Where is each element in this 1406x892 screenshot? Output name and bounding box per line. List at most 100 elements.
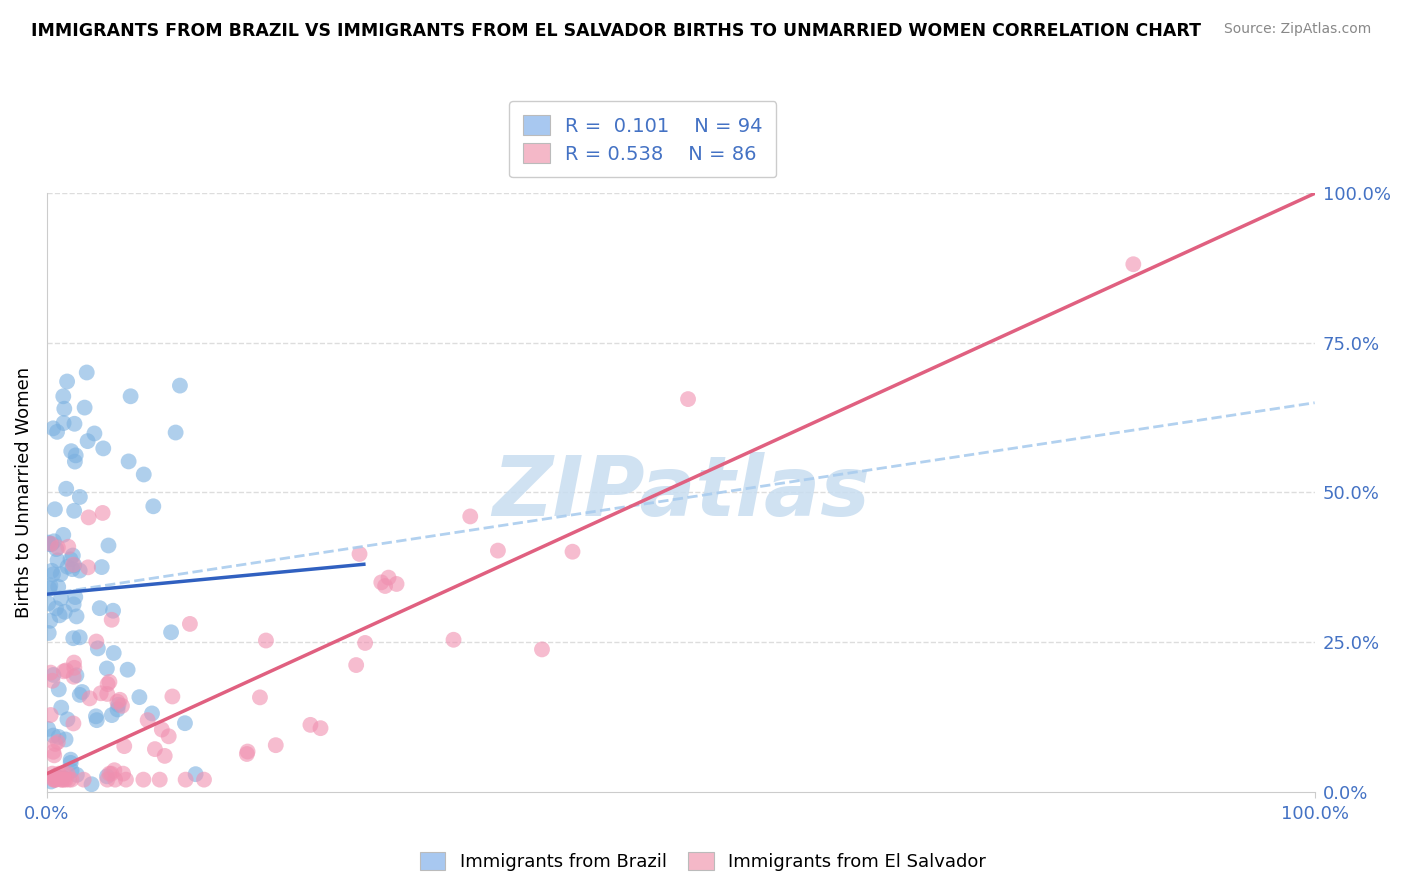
Point — [157, 729, 180, 743]
Point — [63, 558, 86, 573]
Point — [48, 608, 70, 623]
Point — [49, 591, 72, 606]
Point — [37, 722, 59, 736]
Point — [53, 605, 76, 619]
Point — [254, 633, 277, 648]
Point — [676, 392, 699, 406]
Point — [143, 742, 166, 756]
Point — [101, 604, 124, 618]
Point — [117, 663, 139, 677]
Point — [45, 601, 67, 615]
Point — [86, 634, 108, 648]
Point — [103, 646, 125, 660]
Point — [52, 771, 75, 785]
Point — [385, 577, 408, 591]
Point — [38, 626, 60, 640]
Point — [120, 389, 142, 403]
Point — [41, 673, 63, 688]
Point — [55, 732, 77, 747]
Point — [76, 434, 98, 449]
Point — [96, 687, 118, 701]
Point — [90, 686, 112, 700]
Point — [530, 642, 553, 657]
Point — [56, 712, 79, 726]
Point — [60, 772, 83, 787]
Point — [52, 665, 75, 679]
Point — [142, 500, 165, 514]
Point — [98, 766, 121, 780]
Point — [136, 713, 159, 727]
Point — [69, 630, 91, 644]
Point — [65, 590, 87, 604]
Point — [83, 426, 105, 441]
Point — [42, 567, 65, 582]
Point — [39, 536, 62, 550]
Point — [39, 708, 62, 723]
Point — [44, 748, 66, 763]
Point — [76, 366, 98, 380]
Point — [443, 632, 465, 647]
Point — [96, 769, 118, 783]
Point — [162, 690, 184, 704]
Y-axis label: Births to Unmarried Women: Births to Unmarried Women — [15, 367, 32, 618]
Point — [56, 766, 79, 780]
Point — [42, 729, 65, 743]
Point — [73, 772, 96, 787]
Point — [44, 772, 66, 787]
Point — [112, 739, 135, 753]
Point — [128, 690, 150, 705]
Point — [79, 691, 101, 706]
Point — [55, 772, 77, 787]
Point — [62, 549, 84, 563]
Point — [96, 661, 118, 675]
Point — [299, 718, 322, 732]
Point — [90, 560, 112, 574]
Point — [169, 378, 191, 392]
Point — [70, 685, 93, 699]
Point — [58, 540, 80, 554]
Point — [62, 558, 84, 572]
Point — [486, 543, 509, 558]
Point — [73, 401, 96, 415]
Point — [62, 598, 84, 612]
Point — [44, 737, 66, 751]
Point — [108, 693, 131, 707]
Point — [91, 442, 114, 456]
Point — [49, 567, 72, 582]
Point — [377, 571, 399, 585]
Point — [153, 748, 176, 763]
Point — [249, 690, 271, 705]
Point — [52, 528, 75, 542]
Point — [55, 664, 77, 678]
Point — [179, 616, 201, 631]
Point — [89, 601, 111, 615]
Point — [80, 777, 103, 791]
Point — [58, 772, 80, 787]
Point — [51, 700, 73, 714]
Point — [44, 772, 66, 787]
Point — [349, 547, 371, 561]
Point — [62, 670, 84, 684]
Point — [38, 582, 60, 596]
Point — [354, 636, 377, 650]
Point — [174, 716, 197, 731]
Point — [48, 730, 70, 744]
Point — [309, 721, 332, 735]
Point — [63, 504, 86, 518]
Point — [107, 702, 129, 716]
Point — [132, 772, 155, 787]
Point — [184, 767, 207, 781]
Point — [160, 625, 183, 640]
Text: ZIPatlas: ZIPatlas — [492, 452, 870, 533]
Point — [41, 537, 63, 551]
Point — [458, 509, 481, 524]
Point — [174, 772, 197, 787]
Point — [62, 716, 84, 731]
Point — [42, 421, 65, 435]
Legend: Immigrants from Brazil, Immigrants from El Salvador: Immigrants from Brazil, Immigrants from … — [413, 845, 993, 879]
Point — [77, 560, 100, 574]
Point — [39, 665, 62, 680]
Point — [46, 580, 69, 594]
Point — [1122, 257, 1144, 271]
Point — [561, 545, 583, 559]
